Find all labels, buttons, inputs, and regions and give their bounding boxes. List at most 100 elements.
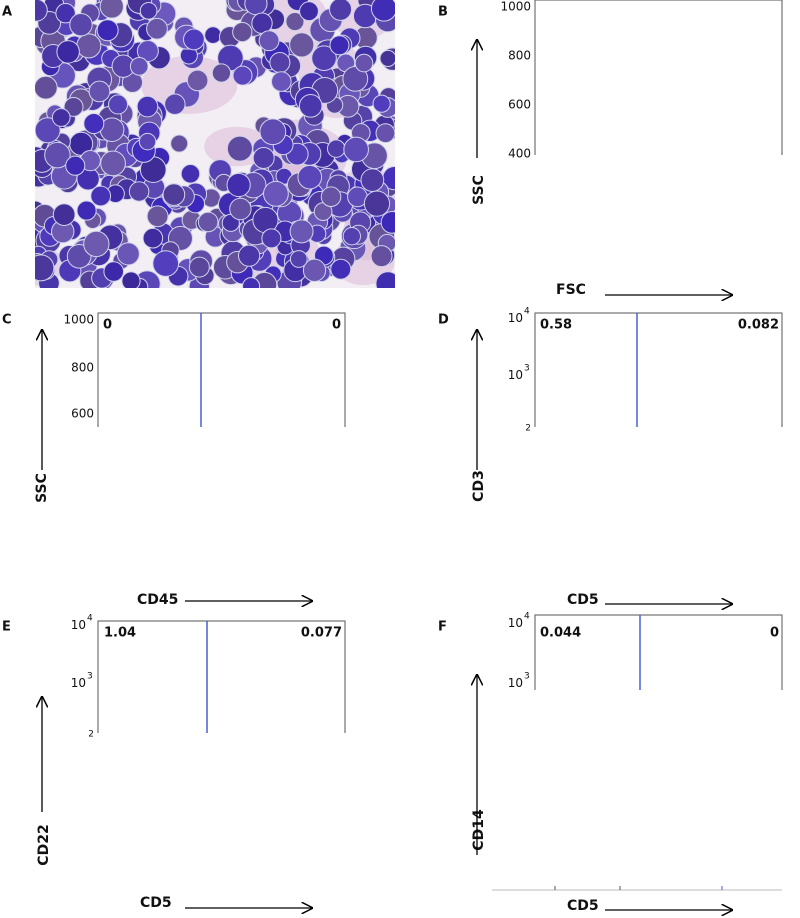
tick-base: 10 bbox=[508, 311, 523, 325]
cell bbox=[51, 108, 71, 127]
panel-letter: C bbox=[2, 313, 12, 328]
panel-letter: F bbox=[438, 620, 447, 635]
cell bbox=[35, 75, 58, 100]
y-tick-label: 10 bbox=[508, 676, 523, 690]
cell bbox=[311, 45, 337, 71]
cell bbox=[261, 228, 282, 249]
panel-letter: B bbox=[438, 5, 448, 20]
tick-exponent: 3 bbox=[524, 672, 530, 682]
y-axis-title: SSC bbox=[34, 473, 50, 503]
x-axis-title: CD45 bbox=[137, 592, 178, 608]
plot-frame bbox=[534, 614, 783, 690]
cell bbox=[259, 118, 287, 146]
cell bbox=[146, 17, 168, 40]
cell bbox=[96, 19, 119, 42]
y-tick-label: 10 bbox=[508, 368, 523, 382]
cell bbox=[326, 139, 346, 158]
cell bbox=[342, 227, 361, 246]
cell bbox=[108, 94, 129, 115]
y-axis-title: SSC bbox=[471, 175, 487, 205]
panel-letter: A bbox=[2, 5, 12, 20]
cell bbox=[226, 172, 251, 198]
tick-base: 10 bbox=[508, 616, 523, 630]
cell bbox=[360, 168, 385, 192]
cell bbox=[375, 123, 395, 144]
cell bbox=[363, 190, 391, 217]
cell bbox=[121, 271, 141, 288]
cell bbox=[328, 0, 353, 21]
cell bbox=[188, 256, 210, 278]
quadrant-value: 1.04 bbox=[104, 626, 136, 641]
cell bbox=[55, 3, 76, 24]
micrograph-cells bbox=[35, 0, 395, 288]
tick-base: 10 bbox=[71, 676, 86, 690]
cell bbox=[56, 40, 80, 64]
cell bbox=[63, 97, 84, 117]
cell bbox=[258, 30, 280, 52]
cell bbox=[211, 63, 232, 83]
cell bbox=[232, 21, 253, 43]
cell bbox=[83, 230, 110, 258]
cell bbox=[35, 117, 61, 144]
cell bbox=[263, 180, 289, 207]
panel-letter: D bbox=[438, 313, 449, 328]
tick-exponent: 3 bbox=[87, 672, 93, 682]
cell bbox=[76, 33, 102, 59]
cell bbox=[320, 186, 342, 208]
y-tick-label: 800 bbox=[71, 361, 94, 375]
cell bbox=[302, 258, 327, 282]
tick-exponent: 4 bbox=[524, 612, 530, 622]
y-tick-label: 10 bbox=[508, 311, 523, 325]
x-axis-title: CD5 bbox=[567, 592, 599, 608]
tick-base: 10 bbox=[508, 368, 523, 382]
y-axis-title: CD14 bbox=[471, 809, 487, 851]
cell bbox=[330, 258, 352, 280]
cell bbox=[372, 94, 391, 113]
cell bbox=[289, 32, 315, 58]
cell bbox=[354, 53, 374, 73]
x-axis-title: CD5 bbox=[140, 895, 172, 911]
plot-frame bbox=[534, 312, 783, 427]
cell bbox=[65, 155, 86, 176]
cell bbox=[329, 35, 350, 56]
cell bbox=[139, 1, 158, 20]
cell bbox=[129, 57, 149, 76]
cell bbox=[76, 200, 97, 221]
y-tick-label: 1000 bbox=[500, 0, 531, 14]
cell bbox=[299, 1, 319, 22]
cell bbox=[289, 219, 314, 244]
quadrant-value: 0.044 bbox=[540, 626, 581, 641]
cell bbox=[142, 227, 164, 249]
cell bbox=[103, 261, 125, 282]
y-tick-label: 1000 bbox=[63, 313, 94, 327]
x-axis-title: CD5 bbox=[567, 898, 599, 914]
cell bbox=[242, 277, 261, 288]
cell bbox=[69, 13, 93, 37]
cell bbox=[375, 271, 395, 288]
cell bbox=[90, 185, 112, 207]
cell bbox=[128, 181, 150, 202]
quadrant-value: 0.58 bbox=[540, 318, 572, 333]
cell bbox=[298, 94, 323, 118]
cell bbox=[370, 0, 395, 22]
cell bbox=[180, 164, 201, 184]
cell bbox=[35, 254, 55, 282]
cell bbox=[152, 250, 180, 277]
y-tick-label: 600 bbox=[508, 98, 531, 112]
cell bbox=[146, 205, 169, 228]
cell bbox=[285, 11, 305, 32]
y-axis-title: CD22 bbox=[36, 824, 52, 865]
cell bbox=[380, 210, 395, 234]
cell bbox=[44, 141, 71, 169]
y-ticks: 1000 800 600 400 bbox=[500, 0, 531, 161]
y-tick-label: 400 bbox=[508, 147, 531, 161]
quadrant-value: 0 bbox=[770, 626, 779, 641]
cell bbox=[136, 95, 159, 118]
quadrant-value: 0.082 bbox=[738, 318, 779, 333]
cell bbox=[100, 150, 126, 177]
cell bbox=[204, 26, 222, 44]
cell bbox=[343, 136, 369, 163]
y-tick-label: 800 bbox=[508, 49, 531, 63]
panel-letter: E bbox=[2, 620, 11, 635]
